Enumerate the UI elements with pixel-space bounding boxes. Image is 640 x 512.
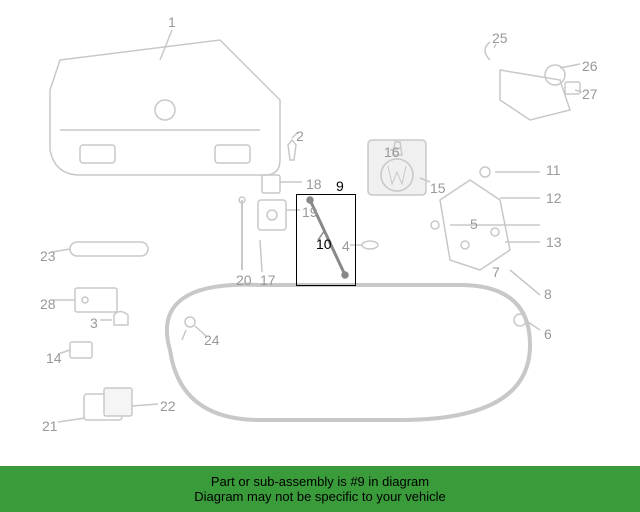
callout-22: 22 — [160, 398, 176, 414]
callout-1: 1 — [168, 14, 176, 30]
callout-2: 2 — [296, 128, 304, 144]
callout-14: 14 — [46, 350, 62, 366]
callout-26: 26 — [582, 58, 598, 74]
callout-4: 4 — [342, 238, 350, 254]
callout-15: 15 — [430, 180, 446, 196]
footer-line1: Part or sub-assembly is #9 in diagram — [0, 474, 640, 489]
callout-12: 12 — [546, 190, 562, 206]
callout-10: 10 — [316, 236, 332, 252]
callout-21: 21 — [42, 418, 58, 434]
footer-line2: Diagram may not be specific to your vehi… — [0, 489, 640, 504]
callout-13: 13 — [546, 234, 562, 250]
callout-20: 20 — [236, 272, 252, 288]
callout-8: 8 — [544, 286, 552, 302]
callout-19: 19 — [302, 204, 318, 220]
callout-17: 17 — [260, 272, 276, 288]
callout-23: 23 — [40, 248, 56, 264]
callout-7: 7 — [492, 264, 500, 280]
callout-6: 6 — [544, 326, 552, 342]
callout-28: 28 — [40, 296, 56, 312]
callout-24: 24 — [204, 332, 220, 348]
callout-9: 9 — [336, 178, 344, 194]
callout-11: 11 — [546, 162, 561, 178]
callout-3: 3 — [90, 315, 98, 331]
footer-banner: Part or sub-assembly is #9 in diagram Di… — [0, 466, 640, 512]
callout-5: 5 — [470, 216, 478, 232]
callout-18: 18 — [306, 176, 322, 192]
callout-16: 16 — [384, 144, 400, 160]
callout-25: 25 — [492, 30, 508, 46]
parts-diagram: 1234567891011121314151617181920212223242… — [0, 0, 640, 512]
callout-27: 27 — [582, 86, 598, 102]
